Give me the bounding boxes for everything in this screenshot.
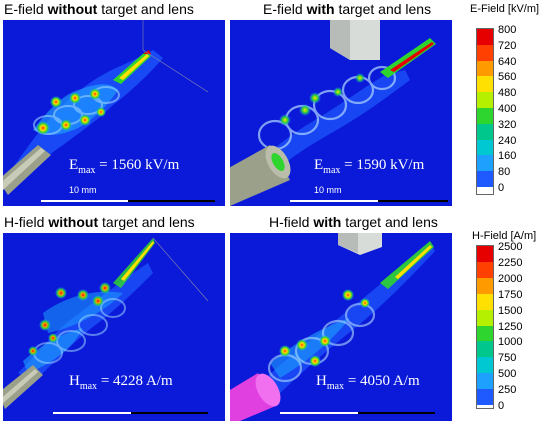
h-colorbar-band bbox=[477, 357, 493, 374]
h-field-without-panel: Hmax = 4228 A/m bbox=[3, 233, 225, 421]
e-colorbar-band bbox=[477, 123, 493, 141]
e-colorbar-band bbox=[477, 155, 493, 172]
e-colorbar-band bbox=[477, 60, 493, 77]
h-colorbar-band bbox=[477, 246, 493, 263]
e-colorbar-title: E-Field [kV/m] bbox=[470, 3, 540, 15]
h-colorbar-tick-label: 750 bbox=[498, 352, 517, 365]
h-colorbar-tick-label: 0 bbox=[498, 400, 505, 412]
h-colorbar-band bbox=[477, 341, 493, 358]
h-field-left-title: H-field without target and lens bbox=[4, 214, 195, 230]
e-left-scale-label: 10 mm bbox=[69, 185, 97, 195]
e-colorbar-tick-label: 560 bbox=[498, 71, 517, 84]
e-colorbar-tick-label: 80 bbox=[498, 166, 511, 179]
h-colorbar-tick-label: 2500 bbox=[498, 241, 523, 253]
e-colorbar-band bbox=[477, 108, 493, 125]
e-colorbar-band bbox=[477, 139, 493, 156]
e-colorbar-tick-label: 640 bbox=[498, 55, 517, 68]
h-colorbar-tick-label: 1000 bbox=[498, 336, 523, 349]
h-colorbar-tick-label: 2000 bbox=[498, 272, 523, 285]
e-colorbar-band bbox=[477, 92, 493, 109]
e-colorbar bbox=[476, 28, 494, 195]
h-colorbar-tick-label: 1500 bbox=[498, 304, 523, 317]
e-colorbar-tick-label: 800 bbox=[498, 24, 517, 36]
h-colorbar-tick-label: 2250 bbox=[498, 256, 523, 269]
e-field-right-title: E-field with target and lens bbox=[263, 1, 432, 17]
h-colorbar-tick-label: 250 bbox=[498, 384, 517, 397]
h-colorbar-tick-label: 500 bbox=[498, 368, 517, 381]
e-colorbar-tick-label: 240 bbox=[498, 134, 517, 147]
h-colorbar-band bbox=[477, 373, 493, 390]
h-colorbar-band bbox=[477, 325, 493, 342]
e-colorbar-tick-label: 720 bbox=[498, 39, 517, 52]
e-left-max-text: Emax = 1560 kV/m bbox=[69, 157, 180, 176]
h-right-max-text: Hmax = 4050 A/m bbox=[316, 373, 420, 392]
h-colorbar-band bbox=[477, 293, 493, 311]
h-colorbar-band bbox=[477, 309, 493, 326]
h-colorbar-band bbox=[477, 277, 493, 295]
e-colorbar-tick-label: 480 bbox=[498, 87, 517, 100]
h-colorbar-title: H-Field [A/m] bbox=[472, 230, 537, 242]
e-field-with-panel: 10 mm Emax = 1590 kV/m bbox=[230, 20, 452, 206]
e-colorbar-tick-label: 160 bbox=[498, 150, 517, 163]
e-colorbar-band bbox=[477, 171, 493, 188]
e-right-scale-label: 10 mm bbox=[314, 185, 342, 195]
h-colorbar-tick-label: 1750 bbox=[498, 288, 523, 301]
h-colorbar-tick-label: 1250 bbox=[498, 320, 523, 333]
e-colorbar-tick-label: 400 bbox=[498, 103, 517, 115]
e-colorbar-tick-label: 0 bbox=[498, 182, 505, 194]
e-colorbar-tick-label: 320 bbox=[498, 118, 517, 131]
h-field-with-panel: Hmax = 4050 A/m bbox=[230, 233, 452, 421]
e-right-max-text: Emax = 1590 kV/m bbox=[314, 157, 425, 176]
e-field-without-panel: 10 mm Emax = 1560 kV/m bbox=[3, 20, 225, 206]
h-field-right-title: H-field with target and lens bbox=[269, 214, 438, 230]
h-left-max-text: Hmax = 4228 A/m bbox=[69, 373, 173, 392]
h-colorbar bbox=[476, 245, 494, 409]
h-colorbar-band bbox=[477, 261, 493, 279]
e-colorbar-band bbox=[477, 76, 493, 93]
e-colorbar-band bbox=[477, 44, 493, 62]
h-colorbar-band bbox=[477, 389, 493, 406]
e-colorbar-band bbox=[477, 29, 493, 46]
e-field-left-title: E-field without target and lens bbox=[4, 1, 194, 17]
